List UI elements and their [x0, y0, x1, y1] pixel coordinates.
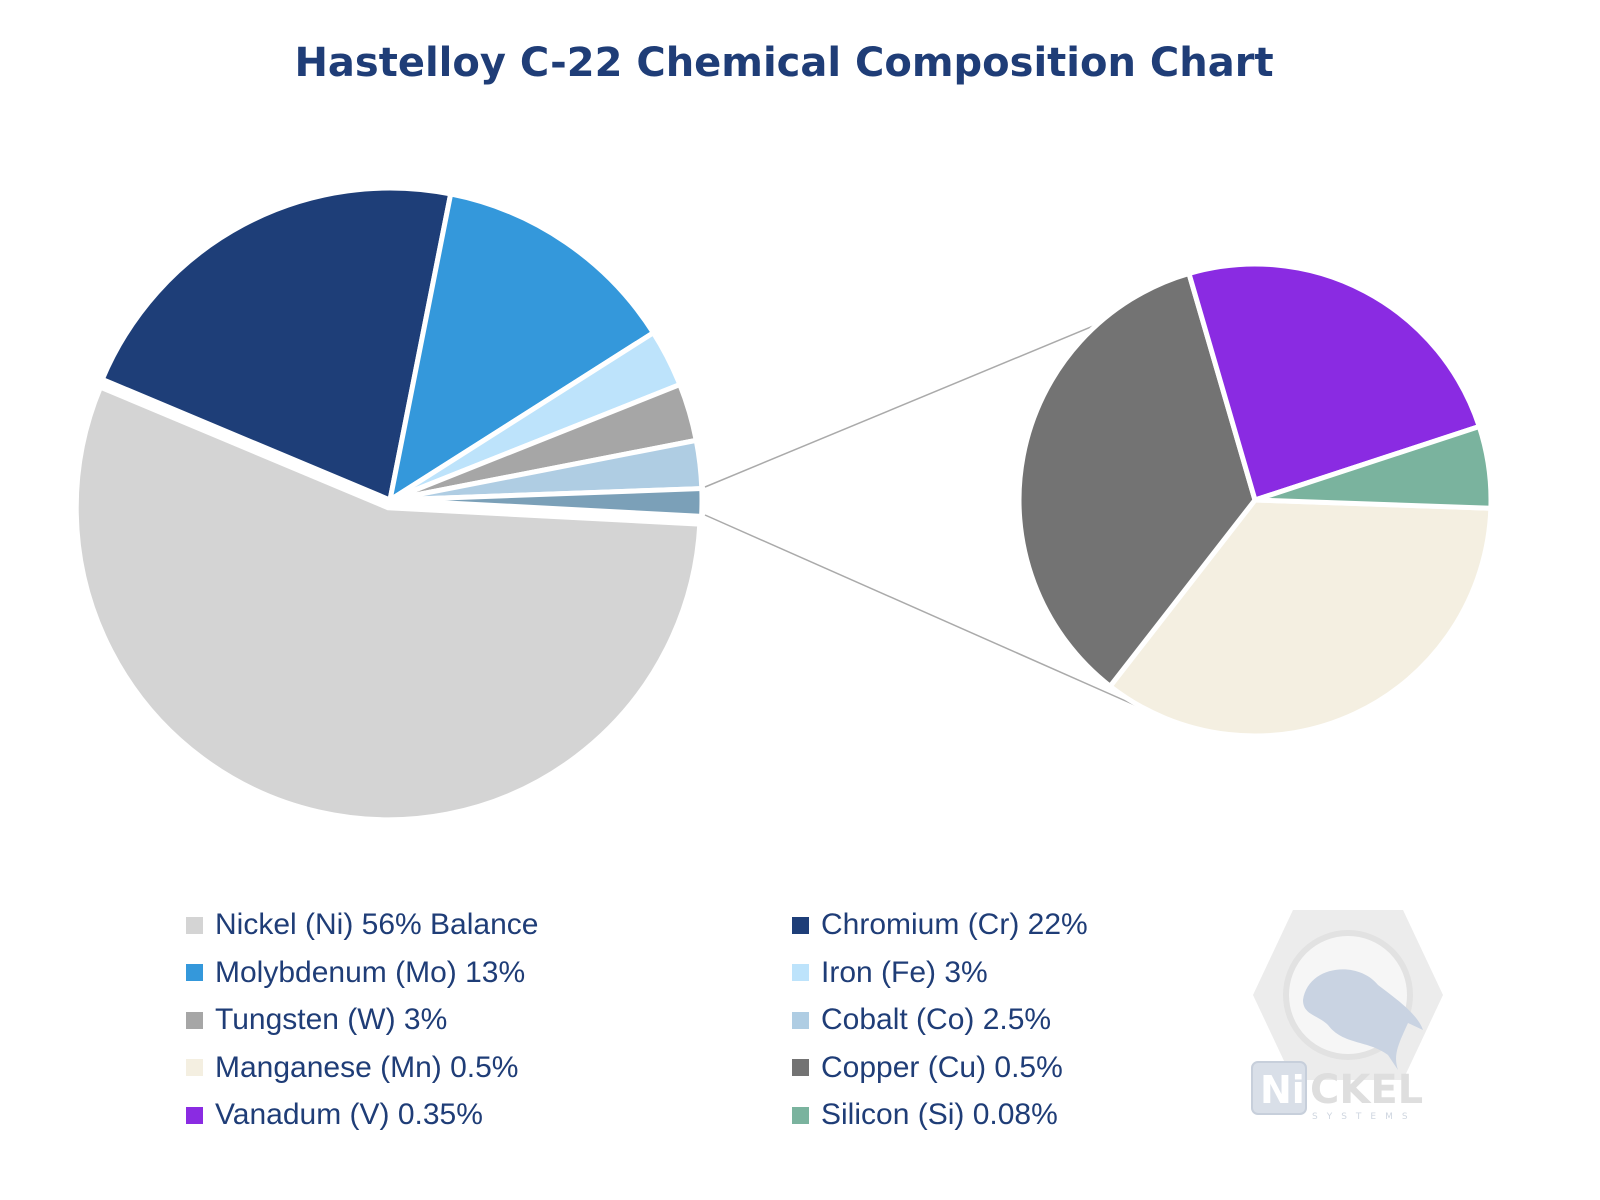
legend-label: Molybdenum (Mo) 13% — [215, 955, 526, 989]
legend-item: Silicon (Si) 0.08% — [792, 1098, 1058, 1132]
legend-item: Iron (Fe) 3% — [792, 956, 988, 990]
pie-slice-other — [387, 486, 705, 519]
pie-slice-molybdenum — [387, 191, 656, 503]
legend-item: Molybdenum (Mo) 13% — [186, 956, 525, 990]
legend-swatch — [186, 1011, 203, 1029]
pie-slice-chromium — [99, 185, 454, 503]
legend-label: Chromium (Cr) 22% — [821, 908, 1088, 941]
legend-item: Manganese (Mn) 0.5% — [186, 1051, 519, 1085]
secondary-pie — [1016, 261, 1494, 739]
legend-swatch — [186, 916, 203, 934]
pie-slice-manganese — [1107, 497, 1494, 739]
legend-item: Vanadum (V) 0.35% — [186, 1098, 483, 1132]
pie-slice-nickel — [73, 384, 703, 823]
legend-swatch — [186, 1059, 203, 1076]
pie-slice-copper — [1016, 270, 1258, 689]
legend-swatch — [792, 1059, 809, 1076]
legend-swatch — [186, 1106, 203, 1124]
svg-text:CKEL: CKEL — [1310, 1067, 1423, 1113]
legend-label: Silicon (Si) 0.08% — [821, 1098, 1058, 1131]
legend-swatch — [186, 964, 203, 981]
connector-line-bottom — [704, 514, 1138, 707]
legend-item: Copper (Cu) 0.5% — [792, 1051, 1063, 1085]
nickel-systems-logo: Ni CKEL SYSTEMS — [1251, 910, 1443, 1122]
chart-title: Hastelloy C-22 Chemical Composition Char… — [294, 40, 1274, 86]
legend-label: Vanadum (V) 0.35% — [215, 1098, 483, 1131]
legend-label: Copper (Cu) 0.5% — [821, 1050, 1063, 1084]
legend-label: Cobalt (Co) 2.5% — [821, 1003, 1052, 1036]
legend-label: Tungsten (W) 3% — [215, 1003, 448, 1036]
legend-item: Tungsten (W) 3% — [186, 1003, 447, 1037]
pie-slice-silicon — [1252, 424, 1494, 511]
legend-label: Iron (Fe) 3% — [821, 955, 988, 989]
legend-label: Manganese (Mn) 0.5% — [215, 1050, 519, 1084]
legend-label: Nickel (Ni) 56% Balance — [215, 908, 539, 941]
legend-item: Nickel (Ni) 56% Balance — [186, 908, 538, 942]
legend-item: Chromium (Cr) 22% — [792, 908, 1088, 942]
svg-text:SYSTEMS: SYSTEMS — [1312, 1112, 1417, 1122]
main-pie — [73, 185, 705, 823]
pie-slice-vanadum — [1186, 261, 1482, 503]
legend-swatch — [792, 1106, 809, 1124]
legend-item: Cobalt (Co) 2.5% — [792, 1003, 1051, 1037]
legend-swatch — [792, 916, 809, 934]
legend-swatch — [792, 964, 809, 981]
svg-text:Ni: Ni — [1260, 1068, 1305, 1112]
legend-swatch — [792, 1011, 809, 1029]
